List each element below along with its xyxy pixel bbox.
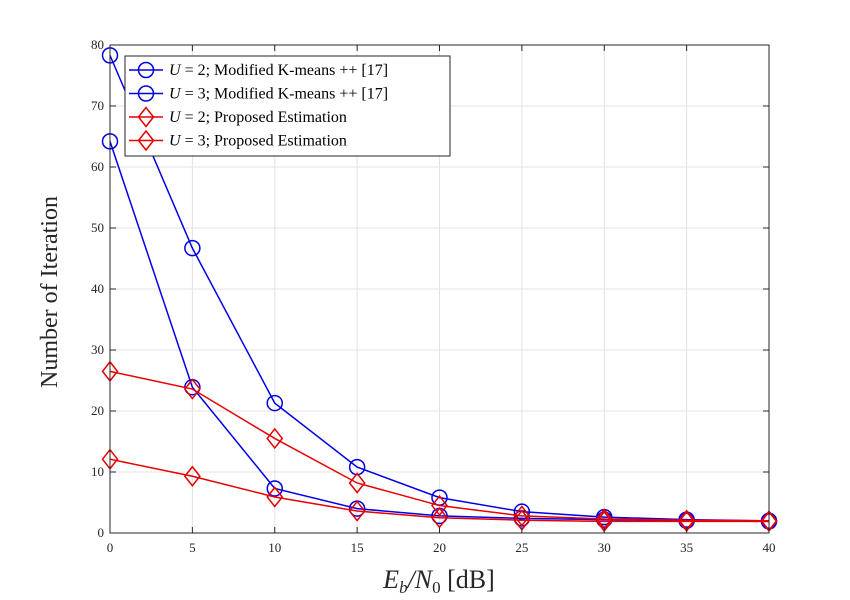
legend-marker-circle — [137, 85, 155, 102]
legend-marker-diamond — [137, 129, 155, 152]
legend-label: U = 2; Proposed Estimation — [169, 109, 347, 126]
y-tick-label: 40 — [91, 281, 104, 296]
x-label-n: /N — [406, 565, 434, 594]
data-point-diamond — [266, 427, 284, 450]
x-tick-label: 35 — [680, 540, 693, 555]
x-label-e: E — [382, 565, 399, 594]
data-point-circle — [184, 239, 201, 257]
data-point-diamond — [513, 505, 531, 527]
data-point-diamond — [266, 486, 284, 508]
y-tick-label: 70 — [91, 98, 104, 113]
data-point-diamond — [348, 500, 366, 522]
y-tick-label: 10 — [91, 464, 104, 479]
legend-label: U = 3; Modified K-means ++ [17] — [169, 86, 388, 103]
data-point-diamond — [183, 378, 201, 400]
y-tick-label: 30 — [91, 342, 104, 357]
axis-ticks: 0 5 10 15 20 25 30 35 40 0 10 20 30 40 50 60 70 80 — [91, 37, 776, 555]
legend-entry: U = 3; Modified K-means ++ [17] — [129, 85, 388, 103]
y-tick-label: 80 — [91, 37, 104, 52]
y-axis-label: Number of Iteration — [37, 196, 63, 388]
series-4 — [101, 448, 778, 533]
data-point-diamond — [431, 494, 448, 517]
data-point-circle — [266, 394, 283, 412]
x-tick-label: 5 — [189, 540, 196, 555]
legend-entry: U = 2; Modified K-means ++ [17] — [129, 61, 388, 79]
y-tick-label: 50 — [91, 220, 104, 235]
x-label-e-sub: b — [399, 578, 408, 597]
x-tick-label: 40 — [763, 540, 776, 555]
x-tick-label: 15 — [351, 540, 364, 555]
legend-entry: U = 2; Proposed Estimation — [129, 106, 347, 128]
x-tick-label: 25 — [515, 540, 528, 555]
legend-marker-circle — [137, 61, 155, 79]
y-tick-label: 20 — [91, 403, 104, 418]
x-label-n-sub: 0 — [432, 578, 441, 597]
series-line — [109, 370, 770, 522]
x-label-unit: [dB] — [441, 565, 495, 594]
x-tick-label: 10 — [268, 540, 281, 555]
x-axis-label: Eb/N0 [dB] — [382, 565, 495, 597]
data-point-circle — [266, 480, 283, 497]
y-tick-label: 0 — [98, 525, 105, 540]
legend-label: U = 2; Modified K-means ++ [17] — [169, 62, 388, 79]
x-tick-label: 0 — [107, 540, 114, 555]
legend-marker-diamond — [137, 106, 155, 128]
series-line — [109, 458, 769, 523]
data-point-diamond — [183, 465, 201, 487]
data-point-diamond — [348, 472, 366, 494]
legend: U = 2; Modified K-means ++ [17] U = 3; Mo… — [124, 55, 451, 157]
y-tick-label: 60 — [91, 159, 104, 174]
x-tick-label: 30 — [598, 540, 611, 555]
series-line — [109, 55, 770, 522]
x-tick-label: 20 — [433, 540, 446, 555]
legend-label: U = 3; Proposed Estimation — [169, 133, 347, 150]
legend-box — [124, 55, 451, 157]
legend-entry: U = 3; Proposed Estimation — [129, 129, 347, 152]
data-point-circle — [513, 503, 531, 520]
